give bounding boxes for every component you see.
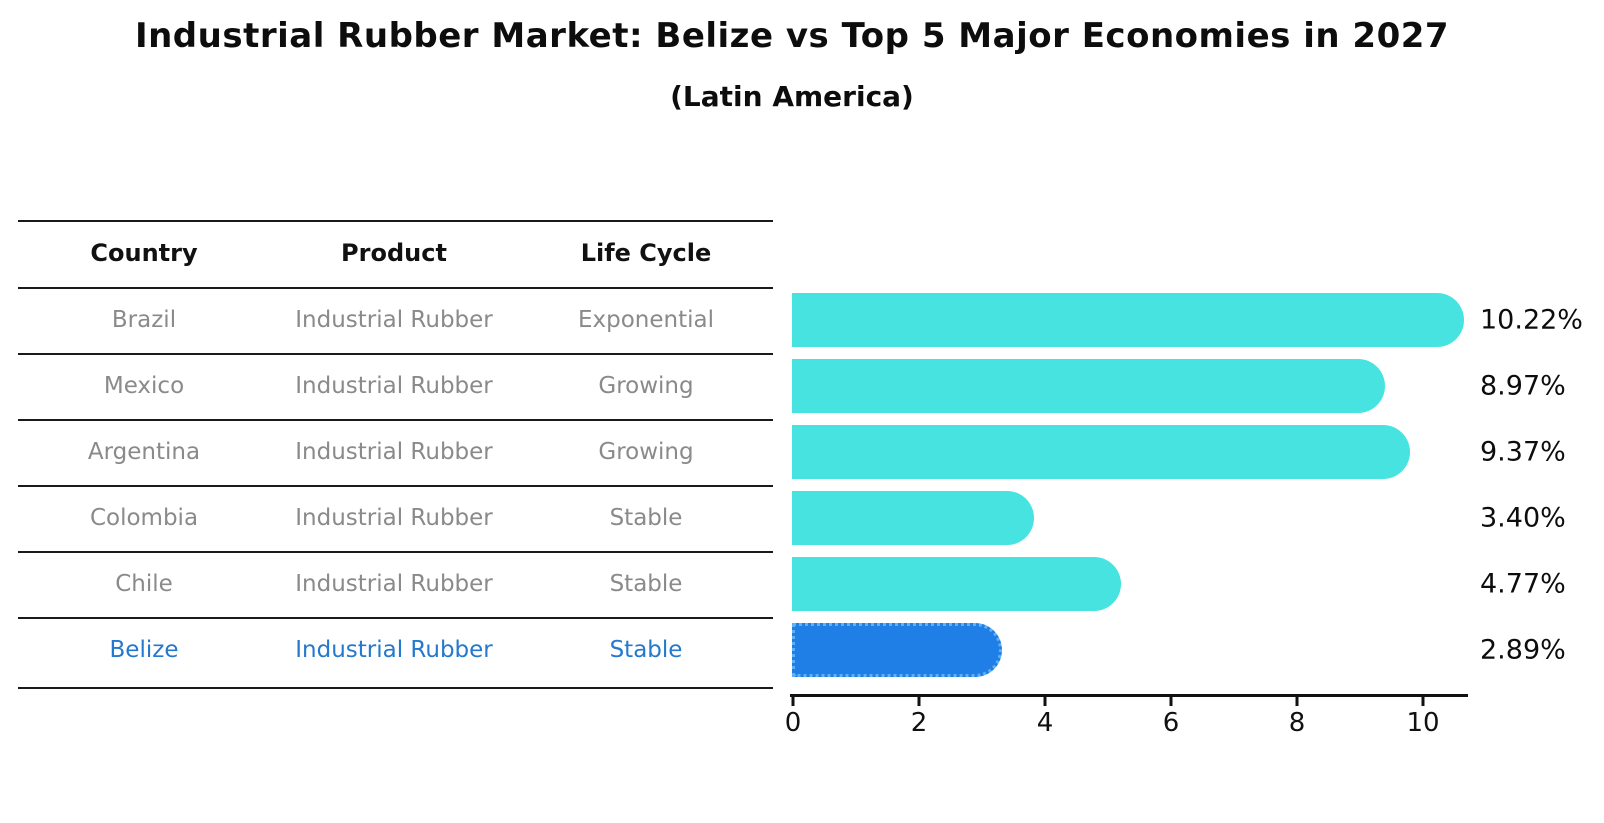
x-axis-tick xyxy=(1295,696,1299,706)
table-line xyxy=(18,687,773,689)
bar-brazil xyxy=(792,293,1464,347)
x-axis-tick-label: 2 xyxy=(910,708,928,738)
x-axis-tick-label: 6 xyxy=(1162,708,1180,738)
table-line xyxy=(18,353,773,355)
table-cell-country: Belize xyxy=(109,637,179,663)
table-line xyxy=(18,551,773,553)
table-cell-product: Industrial Rubber xyxy=(295,307,493,333)
table-cell-life_cycle: Stable xyxy=(609,505,683,531)
x-axis-line xyxy=(790,694,1468,697)
bar-value-label: 4.77% xyxy=(1480,568,1566,600)
x-axis-tick-label: 4 xyxy=(1036,708,1054,738)
chart-title: Industrial Rubber Market: Belize vs Top … xyxy=(134,16,1450,56)
table-line xyxy=(18,617,773,619)
table-line xyxy=(18,220,773,222)
x-axis-tick-label: 8 xyxy=(1288,708,1306,738)
bar-value-label: 3.40% xyxy=(1480,502,1566,534)
bar-value-label: 10.22% xyxy=(1480,304,1583,336)
table-cell-product: Industrial Rubber xyxy=(295,505,493,531)
table-cell-country: Colombia xyxy=(89,505,199,531)
bar-value-label: 2.89% xyxy=(1480,634,1566,666)
table-cell-country: Argentina xyxy=(87,439,201,465)
table-cell-country: Brazil xyxy=(111,307,177,333)
x-axis-tick xyxy=(1043,696,1047,706)
table-cell-life_cycle: Growing xyxy=(598,439,694,465)
table-line xyxy=(18,287,773,289)
x-axis-tick-label: 0 xyxy=(784,708,802,738)
bar-value-label: 9.37% xyxy=(1480,436,1566,468)
x-axis-tick-label: 10 xyxy=(1406,708,1440,738)
bar-value-label: 8.97% xyxy=(1480,370,1566,402)
x-axis-tick xyxy=(917,696,921,706)
bar-highlight-belize xyxy=(792,623,1002,677)
bar-mexico xyxy=(792,359,1385,413)
table-cell-product: Industrial Rubber xyxy=(295,373,493,399)
table-cell-product: Industrial Rubber xyxy=(295,439,493,465)
table-cell-country: Mexico xyxy=(103,373,185,399)
table-cell-product: Industrial Rubber xyxy=(295,571,493,597)
table-header-product: Product xyxy=(341,239,447,267)
table-cell-life_cycle: Exponential xyxy=(577,307,715,333)
table-cell-life_cycle: Stable xyxy=(609,637,683,663)
table-line xyxy=(18,419,773,421)
x-axis-tick xyxy=(791,696,795,706)
table-cell-life_cycle: Stable xyxy=(609,571,683,597)
x-axis-tick xyxy=(1421,696,1425,706)
chart-subtitle: (Latin America) xyxy=(670,80,914,113)
table-cell-country: Chile xyxy=(115,571,173,597)
table-header-life_cycle: Life Cycle xyxy=(580,239,712,267)
table-line xyxy=(18,485,773,487)
table-cell-product: Industrial Rubber xyxy=(295,637,493,663)
bar-argentina xyxy=(792,425,1410,479)
table-header-country: Country xyxy=(90,239,198,267)
table-cell-life_cycle: Growing xyxy=(598,373,694,399)
bar-colombia xyxy=(792,491,1034,545)
x-axis-tick xyxy=(1169,696,1173,706)
bar-chile xyxy=(792,557,1121,611)
